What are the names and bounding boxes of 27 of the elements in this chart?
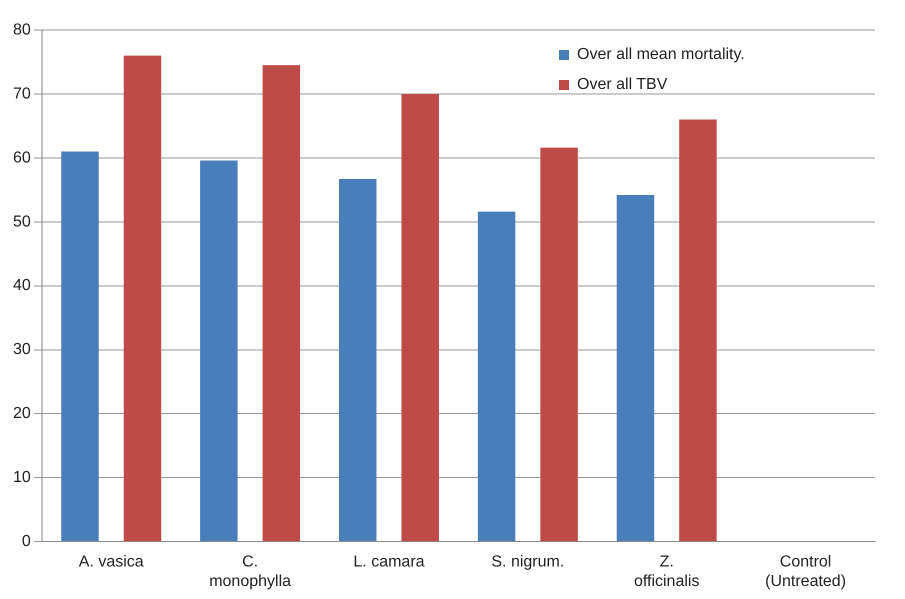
- y-tick-label: 40: [13, 277, 31, 294]
- y-tick-label: 70: [13, 85, 31, 102]
- x-tick-label: L. camara: [353, 554, 425, 571]
- bar: [200, 160, 238, 542]
- bar: [262, 65, 300, 542]
- x-tick-label: A. vasica: [78, 554, 144, 571]
- y-tick-label: 20: [13, 405, 31, 422]
- bar: [478, 212, 516, 542]
- y-tick-label: 60: [13, 149, 31, 166]
- bar: [616, 194, 654, 542]
- bar: [679, 120, 717, 542]
- y-tick-label: 30: [13, 341, 31, 358]
- y-tick-label: 50: [13, 213, 31, 230]
- bar: [124, 56, 162, 542]
- y-tick-label: 10: [13, 469, 31, 486]
- legend-label: Over all TBV: [577, 75, 668, 95]
- bar: [540, 148, 578, 542]
- bar: [401, 94, 439, 542]
- x-tick-label: C. monophylla: [209, 554, 292, 590]
- x-tick-label: Z. officinalis: [634, 554, 700, 590]
- bar: [61, 152, 99, 542]
- bar: [338, 179, 376, 542]
- y-tick-label: 0: [22, 533, 31, 550]
- y-tick-label: 80: [13, 21, 31, 38]
- legend-label: Over all mean mortality.: [577, 45, 745, 65]
- x-tick-label: S. nigrum.: [491, 554, 564, 571]
- x-tick-label: Control (Untreated): [765, 554, 846, 590]
